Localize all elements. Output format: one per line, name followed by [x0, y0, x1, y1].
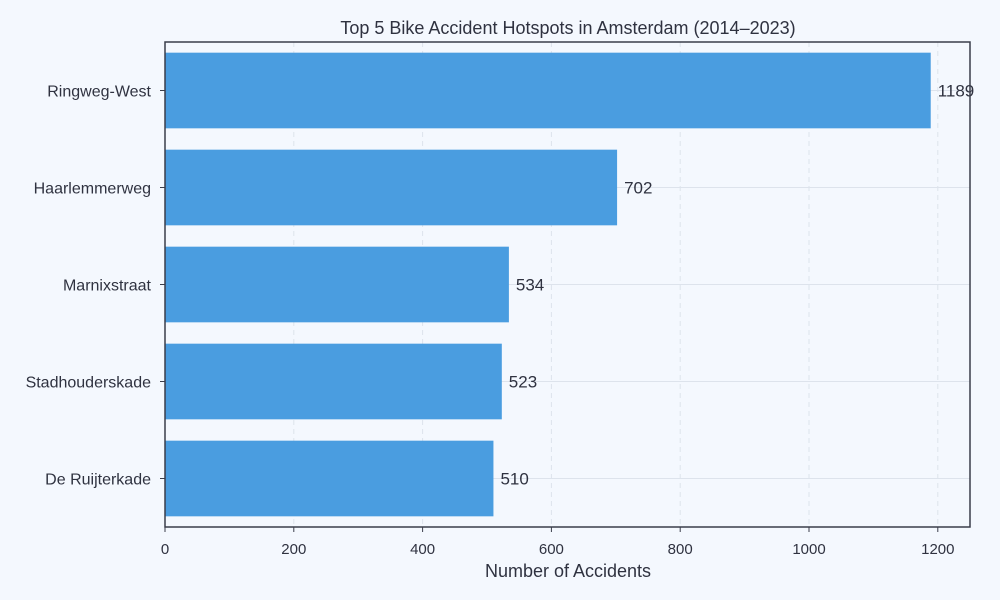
bar-2 [165, 246, 509, 323]
x-tick-label: 200 [281, 541, 306, 558]
category-label-2: Marnixstraat [63, 278, 152, 295]
data-label-0: 1189 [938, 82, 975, 101]
bar-3 [165, 343, 502, 420]
data-label-4: 510 [500, 470, 528, 489]
chart-title: Top 5 Bike Accident Hotspots in Amsterda… [340, 18, 795, 38]
category-label-4: De Ruijterkade [45, 472, 151, 489]
x-tick-label: 0 [161, 541, 169, 558]
x-tick-label: 600 [539, 541, 564, 558]
category-label-3: Stadhouderskade [26, 375, 152, 392]
x-tick-label: 400 [410, 541, 435, 558]
data-label-3: 523 [509, 373, 537, 392]
data-label-1: 702 [624, 179, 652, 198]
x-tick-label: 1000 [792, 541, 825, 558]
category-label-1: Haarlemmerweg [34, 181, 151, 198]
bar-4 [165, 440, 494, 517]
x-axis-label: Number of Accidents [485, 561, 651, 581]
data-labels: 1189 702 534 523 510 [500, 82, 974, 489]
x-tick-labels: 0 200 400 600 800 1000 1200 [161, 527, 954, 558]
x-tick-label: 800 [668, 541, 693, 558]
data-label-2: 534 [516, 276, 544, 295]
bar-1 [165, 149, 618, 226]
plot-frame [164, 41, 971, 528]
category-labels: Ringweg-West Haarlemmerweg Marnixstraat Sta… [26, 84, 165, 489]
x-tick-label: 1200 [921, 541, 954, 558]
bar-0 [165, 52, 931, 129]
category-label-0: Ringweg-West [47, 84, 151, 101]
bars [165, 52, 931, 517]
